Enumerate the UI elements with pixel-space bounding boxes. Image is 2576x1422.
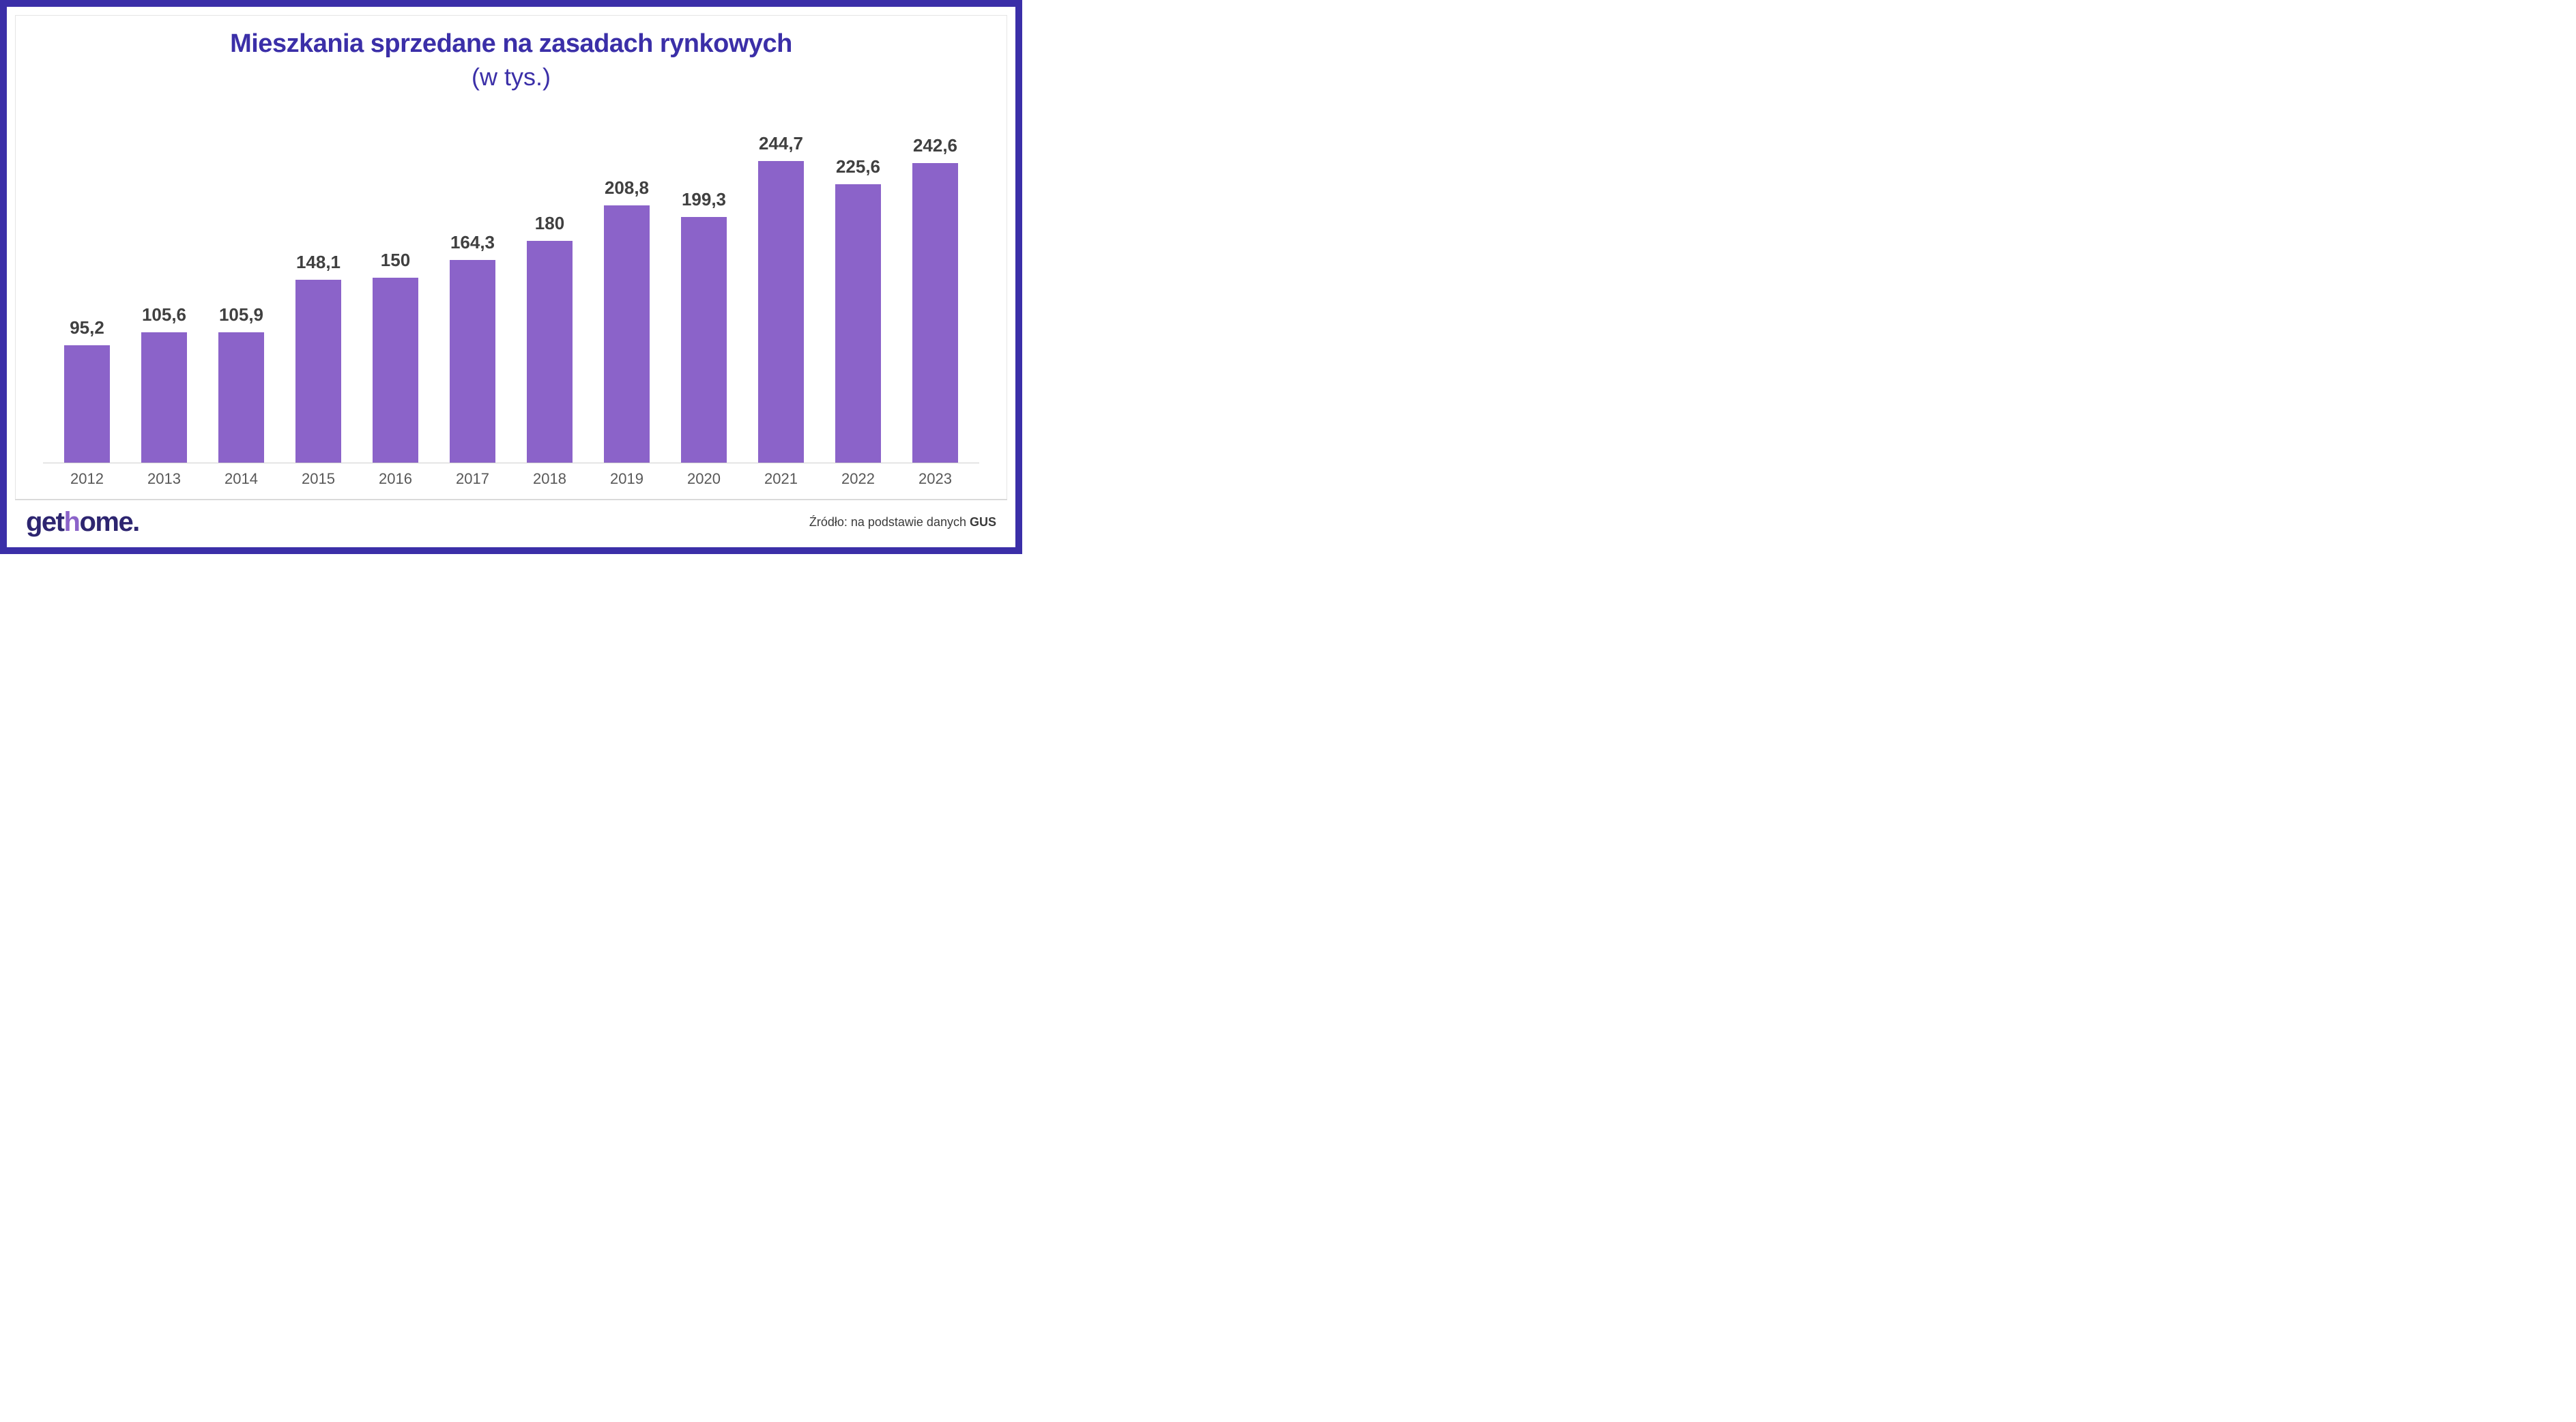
bar-column: 180 [511, 111, 588, 463]
bar-column: 164,3 [434, 111, 511, 463]
bar-column: 150 [357, 111, 434, 463]
source-text: Źródło: na podstawie danych GUS [809, 515, 996, 529]
x-tick: 2013 [126, 470, 203, 488]
bar-value-label: 199,3 [682, 189, 726, 210]
source-bold: GUS [970, 515, 996, 529]
bar-column: 148,1 [280, 111, 357, 463]
chart-frame: Mieszkania sprzedane na zasadach rynkowy… [0, 0, 1022, 554]
bar-value-label: 208,8 [605, 177, 649, 199]
bar-column: 105,9 [203, 111, 280, 463]
bar-column: 225,6 [820, 111, 897, 463]
logo-get: get [26, 507, 64, 537]
chart-subtitle: (w tys.) [43, 63, 979, 91]
x-tick: 2015 [280, 470, 357, 488]
bar-column: 208,8 [588, 111, 665, 463]
logo: gethome. [26, 507, 139, 538]
x-tick: 2016 [357, 470, 434, 488]
bar-column: 199,3 [665, 111, 742, 463]
chart-title: Mieszkania sprzedane na zasadach rynkowy… [43, 29, 979, 59]
chart-inner: Mieszkania sprzedane na zasadach rynkowy… [15, 15, 1007, 499]
x-tick: 2023 [897, 470, 974, 488]
bar-value-label: 105,6 [142, 304, 186, 325]
bar-value-label: 148,1 [296, 252, 341, 273]
x-tick: 2014 [203, 470, 280, 488]
bar [218, 332, 265, 463]
bar-column: 95,2 [48, 111, 126, 463]
bar [141, 332, 188, 463]
bar-value-label: 242,6 [913, 135, 957, 156]
bar-column: 105,6 [126, 111, 203, 463]
bar [450, 260, 496, 463]
x-tick: 2012 [48, 470, 126, 488]
bar [373, 278, 419, 463]
bar-value-label: 95,2 [70, 317, 104, 338]
bar-value-label: 180 [535, 213, 564, 234]
bar-column: 244,7 [742, 111, 820, 463]
bar-value-label: 164,3 [450, 232, 495, 253]
source-prefix: Źródło: na podstawie danych [809, 515, 970, 529]
bar [912, 163, 959, 463]
bar [295, 280, 342, 463]
x-tick: 2017 [434, 470, 511, 488]
bar [64, 345, 111, 463]
title-block: Mieszkania sprzedane na zasadach rynkowy… [43, 29, 979, 91]
x-axis: 2012201320142015201620172018201920202021… [43, 463, 979, 499]
footer: gethome. Źródło: na podstawie danych GUS [15, 499, 1007, 547]
bar-value-label: 225,6 [836, 156, 880, 177]
x-tick: 2018 [511, 470, 588, 488]
x-tick: 2021 [742, 470, 820, 488]
bar-value-label: 150 [381, 250, 410, 271]
chart-plot-area: 95,2 105,6 105,9 148,1 150 164,3 180 208,8 199,3… [43, 111, 979, 463]
bar [758, 161, 805, 463]
bar-column: 242,6 [897, 111, 974, 463]
bar-value-label: 105,9 [219, 304, 263, 325]
logo-ome: ome. [79, 507, 139, 537]
x-tick: 2020 [665, 470, 742, 488]
bar [604, 205, 650, 463]
bar [835, 184, 882, 463]
x-tick: 2019 [588, 470, 665, 488]
bar-value-label: 244,7 [759, 133, 803, 154]
bar [681, 217, 727, 463]
bar [527, 241, 573, 463]
logo-h: h [64, 507, 80, 537]
x-tick: 2022 [820, 470, 897, 488]
